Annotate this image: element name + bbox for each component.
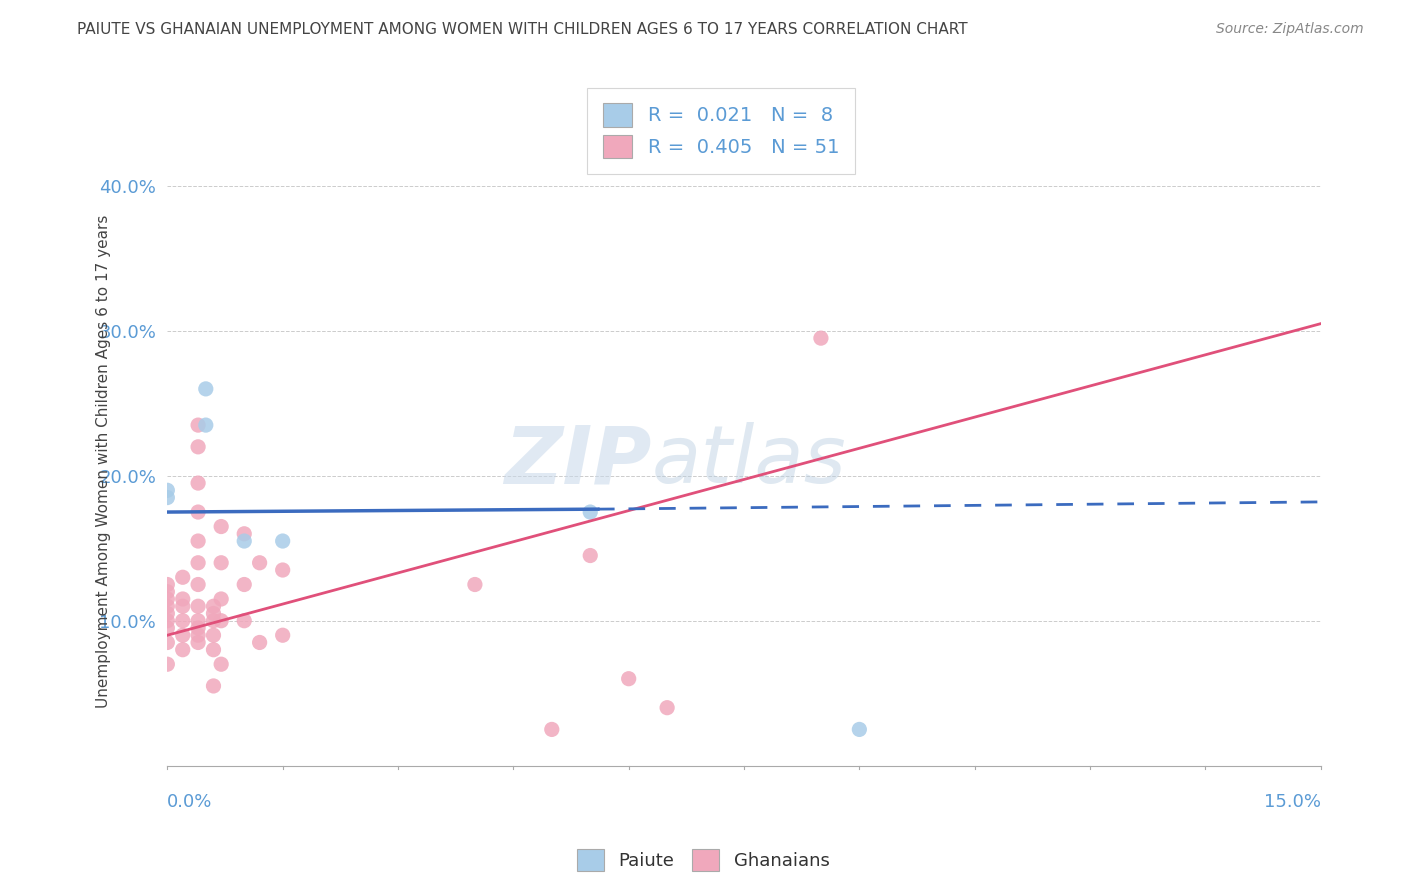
Point [233, 577, 256, 591]
Point [187, 621, 209, 635]
Point [187, 635, 209, 649]
Point [172, 642, 194, 657]
Point [233, 614, 256, 628]
Point [579, 549, 602, 563]
Point [233, 526, 256, 541]
Point [271, 534, 294, 549]
Point [202, 628, 225, 642]
Point [464, 577, 486, 591]
Point [172, 570, 194, 584]
Point [187, 534, 209, 549]
Point [187, 556, 209, 570]
Point [202, 599, 225, 614]
Point [156, 657, 179, 672]
Text: Unemployment Among Women with Children Ages 6 to 17 years: Unemployment Among Women with Children A… [97, 215, 111, 708]
Point [187, 614, 209, 628]
Text: Source: ZipAtlas.com: Source: ZipAtlas.com [1216, 22, 1364, 37]
Text: PAIUTE VS GHANAIAN UNEMPLOYMENT AMONG WOMEN WITH CHILDREN AGES 6 TO 17 YEARS COR: PAIUTE VS GHANAIAN UNEMPLOYMENT AMONG WO… [77, 22, 967, 37]
Point [187, 476, 209, 491]
Point [579, 505, 602, 519]
Point [187, 599, 209, 614]
Point [172, 599, 194, 614]
Point [233, 534, 256, 549]
Point [187, 577, 209, 591]
Text: ZIP: ZIP [505, 422, 652, 500]
Point [202, 614, 225, 628]
Point [209, 592, 232, 607]
Point [187, 505, 209, 519]
Point [209, 657, 232, 672]
Point [187, 628, 209, 642]
Text: atlas: atlas [652, 422, 846, 500]
Text: 15.0%: 15.0% [1264, 793, 1320, 811]
Point [172, 628, 194, 642]
Point [194, 382, 217, 396]
Point [271, 563, 294, 577]
Point [209, 614, 232, 628]
Point [172, 614, 194, 628]
Point [187, 418, 209, 433]
Point [202, 679, 225, 693]
Point [655, 700, 678, 714]
Point [202, 607, 225, 621]
Point [156, 577, 179, 591]
Point [156, 607, 179, 621]
Point [271, 628, 294, 642]
Point [810, 331, 832, 345]
Point [156, 635, 179, 649]
Legend: Paiute, Ghanaians: Paiute, Ghanaians [569, 842, 837, 879]
Point [172, 592, 194, 607]
Text: 0.0%: 0.0% [167, 793, 212, 811]
Point [156, 614, 179, 628]
Legend: R =  0.021   N =  8, R =  0.405   N = 51: R = 0.021 N = 8, R = 0.405 N = 51 [588, 87, 855, 174]
Point [202, 642, 225, 657]
Point [156, 592, 179, 607]
Point [249, 635, 271, 649]
Point [249, 556, 271, 570]
Point [540, 723, 562, 737]
Point [156, 584, 179, 599]
Point [194, 418, 217, 433]
Point [209, 519, 232, 533]
Point [617, 672, 640, 686]
Point [156, 491, 179, 505]
Point [156, 599, 179, 614]
Point [187, 440, 209, 454]
Point [156, 621, 179, 635]
Point [848, 723, 870, 737]
Point [156, 483, 179, 498]
Point [209, 556, 232, 570]
